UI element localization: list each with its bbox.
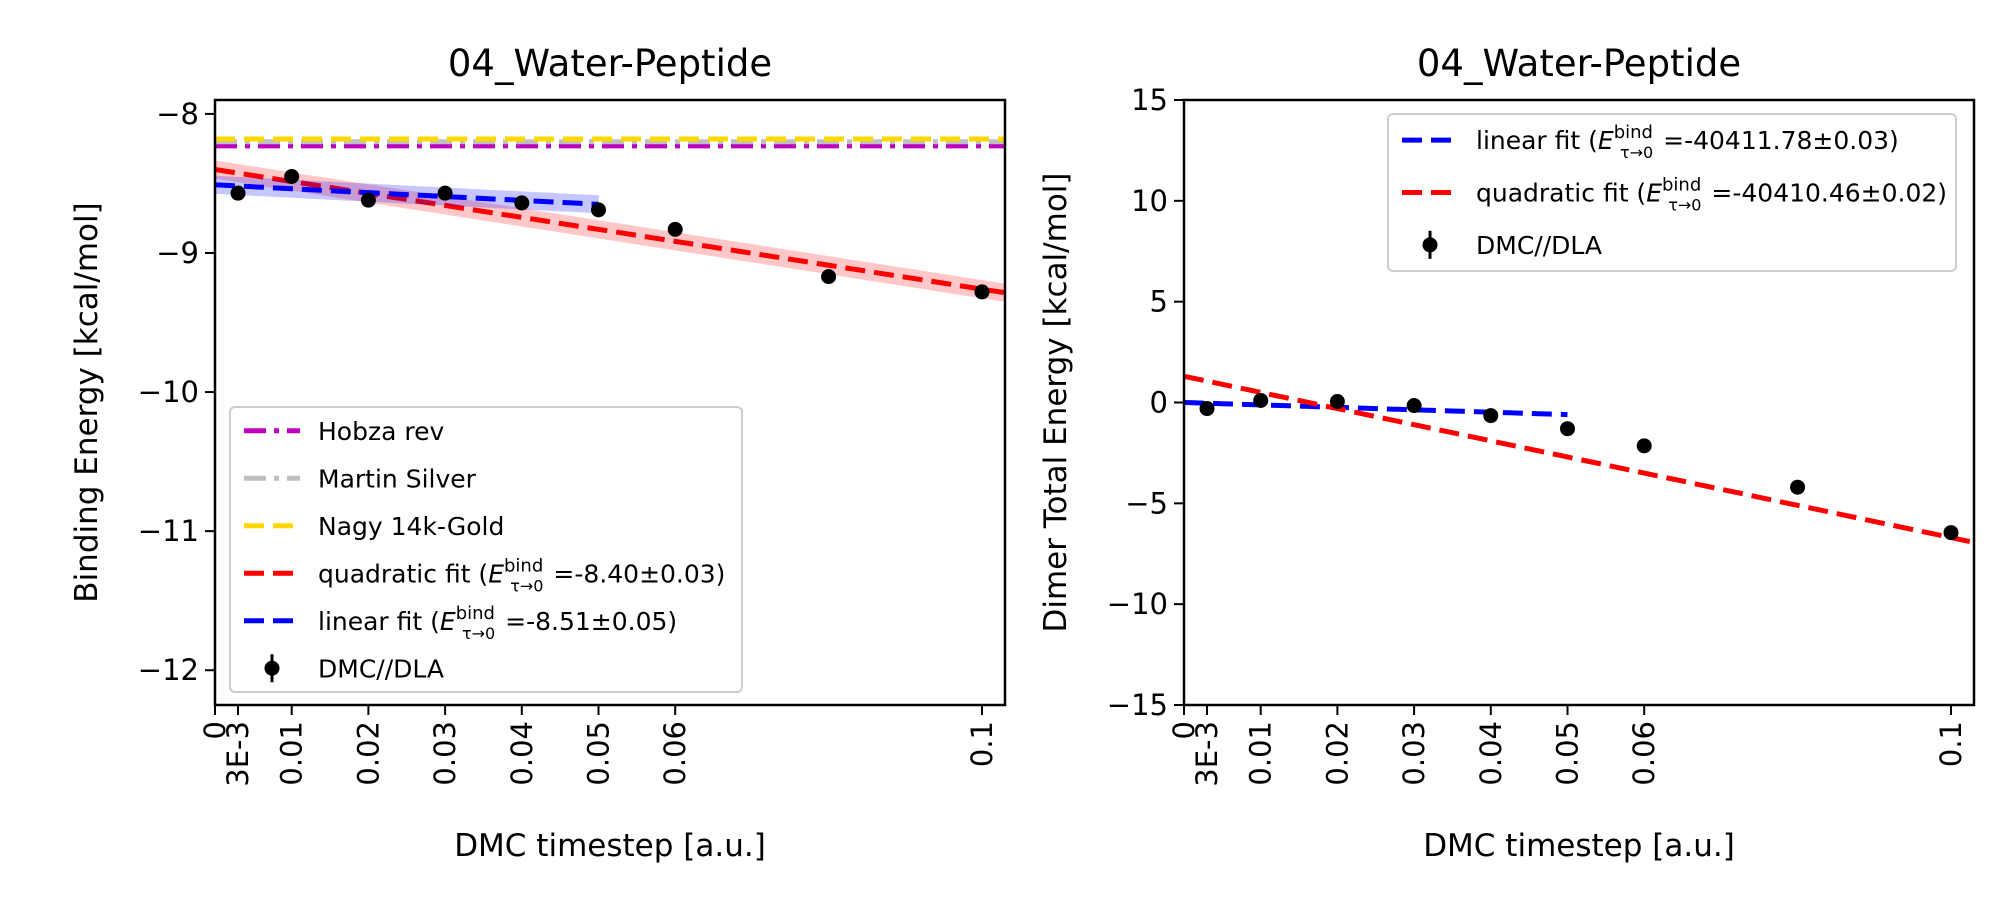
x-axis-label: DMC timestep [a.u.] bbox=[1423, 828, 1735, 864]
y-tick-label: −12 bbox=[138, 653, 199, 687]
data-point bbox=[590, 202, 606, 218]
y-tick-label: −5 bbox=[1125, 486, 1168, 520]
data-point bbox=[1329, 393, 1345, 409]
data-point bbox=[667, 221, 683, 237]
legend-label: linear fit (Ebind τ→0 =-8.51±0.05) bbox=[318, 603, 677, 643]
legend-handle-marker bbox=[264, 660, 280, 676]
y-axis-label: Binding Energy [kcal/mol] bbox=[69, 202, 105, 602]
x-tick-label: 0.06 bbox=[1627, 721, 1661, 786]
x-tick-label: 0.01 bbox=[275, 721, 309, 786]
y-tick-label: 10 bbox=[1131, 184, 1168, 218]
y-tick-label: −10 bbox=[138, 375, 199, 409]
legend-fit-suffix: =-40411.78±0.03) bbox=[1655, 126, 1899, 155]
data-point bbox=[437, 185, 453, 201]
legend-label: DMC//DLA bbox=[318, 654, 444, 683]
data-point bbox=[1406, 398, 1422, 414]
legend-fit-suffix: =-40410.46±0.02) bbox=[1703, 179, 1947, 208]
x-tick-label: 0.02 bbox=[351, 721, 385, 786]
x-tick-label: 3E-3 bbox=[221, 721, 255, 787]
x-tick-label: 0.03 bbox=[1397, 721, 1431, 786]
y-tick-label: −15 bbox=[1107, 688, 1168, 722]
legend-math-base: E bbox=[440, 607, 456, 636]
legend-box bbox=[229, 406, 743, 693]
data-point bbox=[1943, 525, 1959, 541]
x-tick-label: 0.05 bbox=[581, 721, 615, 786]
legend-math-superscript: bind bbox=[456, 603, 495, 624]
data-point bbox=[1559, 421, 1575, 437]
data-point bbox=[284, 168, 300, 184]
data-point bbox=[1253, 392, 1269, 408]
legend-math-subscript: τ→0 bbox=[1668, 196, 1701, 215]
plot-frame bbox=[213, 98, 1007, 707]
chart-title: 04_Water-Peptide bbox=[1417, 42, 1741, 85]
y-tick-label: 15 bbox=[1131, 83, 1168, 117]
y-tick-label: 0 bbox=[1150, 386, 1168, 420]
legend-label: quadratic fit (Ebind τ→0 =-8.40±0.03) bbox=[318, 555, 725, 595]
legend-label: linear fit (Ebind τ→0 =-40411.78±0.03) bbox=[1476, 122, 1899, 162]
data-point bbox=[1636, 438, 1652, 454]
legend-handle-marker bbox=[1422, 237, 1438, 253]
x-axis-label: DMC timestep [a.u.] bbox=[454, 828, 766, 864]
legend-label: Nagy 14k-Gold bbox=[318, 512, 504, 541]
x-tick-label: 0.1 bbox=[1934, 721, 1968, 767]
legend-math-subscript: τ→0 bbox=[1620, 143, 1653, 162]
data-point bbox=[514, 195, 530, 211]
legend-math-superscript: bind bbox=[1614, 122, 1653, 143]
legend-math-base: E bbox=[1598, 126, 1614, 155]
x-tick-label: 0.04 bbox=[1474, 721, 1508, 786]
y-tick-label: −10 bbox=[1107, 587, 1168, 621]
legend-fit-suffix: =-8.51±0.05) bbox=[497, 607, 677, 636]
legend-fit-prefix: quadratic fit ( bbox=[1476, 179, 1646, 208]
legend-math-base: E bbox=[488, 559, 504, 588]
legend-label: Martin Silver bbox=[318, 464, 477, 493]
data-point bbox=[1483, 408, 1499, 424]
legend-fit-prefix: linear fit ( bbox=[1476, 126, 1598, 155]
legend-math-base: E bbox=[1646, 179, 1662, 208]
legend-math-superscript: bind bbox=[1662, 175, 1701, 196]
chart-title: 04_Water-Peptide bbox=[448, 42, 772, 85]
data-point bbox=[821, 269, 837, 285]
y-tick-label: −9 bbox=[156, 236, 199, 270]
data-point bbox=[360, 192, 376, 208]
legend-label: Hobza rev bbox=[318, 417, 444, 446]
y-tick-label: −11 bbox=[138, 514, 199, 548]
data-point bbox=[230, 185, 246, 201]
data-point bbox=[1790, 479, 1806, 495]
legend-math-subscript: τ→0 bbox=[462, 624, 495, 643]
left-chart-panel: 04_Water-Peptide 03E-3 0.01 0.02 0.03 0.04 0.0… bbox=[69, 42, 1007, 864]
x-tick-label: 0.04 bbox=[505, 721, 539, 786]
legend-math-superscript: bind bbox=[504, 555, 543, 576]
data-point bbox=[1199, 401, 1215, 417]
x-tick-label: 0 bbox=[1167, 721, 1201, 739]
y-axis-label: Dimer Total Energy [kcal/mol] bbox=[1038, 172, 1074, 632]
fit-line-0 bbox=[1184, 400, 1568, 418]
x-tick-label: 0.03 bbox=[428, 721, 462, 786]
legend-math-subscript: τ→0 bbox=[510, 576, 543, 595]
x-tick-label: 0.06 bbox=[658, 721, 692, 786]
legend-fit-suffix: =-8.40±0.03) bbox=[545, 559, 725, 588]
y-tick-label: 5 bbox=[1150, 285, 1168, 319]
legend-fit-prefix: quadratic fit ( bbox=[318, 559, 488, 588]
y-tick-label: −8 bbox=[156, 97, 199, 131]
data-point bbox=[974, 284, 990, 300]
legend-label: quadratic fit (Ebind τ→0 =-40410.46±0.02) bbox=[1476, 175, 1947, 215]
legend-label: DMC//DLA bbox=[1476, 231, 1602, 260]
x-tick-label: 0.1 bbox=[965, 721, 999, 767]
x-tick-label: 3E-3 bbox=[1190, 721, 1224, 787]
x-tick-label: 0.02 bbox=[1320, 721, 1354, 786]
legend-fit-prefix: linear fit ( bbox=[318, 607, 440, 636]
legend-box bbox=[1387, 113, 1957, 272]
fit-line-1 bbox=[1184, 373, 1974, 545]
fit-line-1 bbox=[215, 182, 599, 207]
x-tick-label: 0.05 bbox=[1550, 721, 1584, 786]
x-tick-label: 0 bbox=[198, 721, 232, 739]
x-tick-label: 0.01 bbox=[1244, 721, 1278, 786]
